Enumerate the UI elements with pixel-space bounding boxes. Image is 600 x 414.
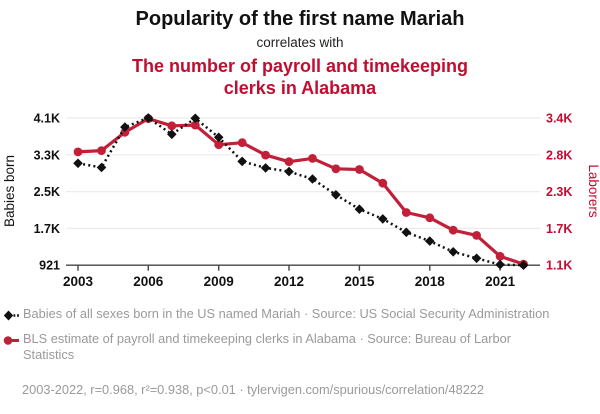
data-point-babies: [237, 156, 247, 167]
left-tick-label: 2.5K: [34, 185, 60, 199]
data-point-babies: [167, 129, 177, 140]
data-point-clerks: [97, 146, 106, 155]
data-point-clerks: [190, 120, 200, 130]
data-point-clerks: [167, 121, 177, 131]
data-point-clerks: [355, 165, 364, 174]
right-axis-title: Laborers: [586, 164, 600, 218]
data-point-clerks: [73, 147, 83, 157]
legend-item: BLS estimate of payroll and timekeeping …: [3, 331, 597, 363]
data-point-clerks: [261, 150, 270, 160]
data-point-babies: [307, 174, 318, 184]
title-sub: The number of payroll and timekeeping cl…: [131, 56, 469, 98]
x-tick-label: 2006: [133, 274, 164, 289]
left-tick-label: 921: [39, 259, 60, 273]
right-axis-labels: 3.4K 2.8K 2.3K 1.7K 1.1K Laborers: [546, 112, 600, 273]
title-block: Popularity of the first name Mariah corr…: [0, 0, 600, 99]
data-point-clerks: [308, 154, 317, 163]
data-point-clerks: [472, 231, 481, 240]
data-point-clerks: [401, 208, 411, 217]
data-point-babies: [401, 227, 412, 238]
data-point-babies: [331, 190, 341, 200]
title-connector: correlates with: [256, 35, 344, 50]
x-tick-label: 2003: [63, 274, 94, 289]
data-point-clerks: [237, 138, 247, 148]
data-point-clerks: [495, 251, 505, 261]
data-point-babies: [354, 204, 365, 214]
left-tick-label: 4.1K: [34, 112, 60, 126]
data-point-babies: [284, 166, 294, 177]
left-tick-label: 1.7K: [34, 222, 60, 236]
data-point-clerks: [331, 164, 341, 174]
right-tick-label: 1.1K: [546, 259, 572, 273]
data-point-babies: [143, 113, 154, 123]
page-title: Popularity of the first name Mariah: [135, 8, 465, 30]
legend-item: Babies of all sexes born in the US named…: [3, 306, 597, 322]
x-tick-label: 2018: [415, 274, 446, 289]
x-tick-label: 2015: [344, 274, 375, 289]
correlation-chart: 2003 2006 2009 2012 2015 2018 2021 4.1K 3.3K 2.5K…: [2, 112, 600, 290]
x-axis: 2003 2006 2009 2012 2015 2018 2021: [63, 264, 540, 289]
red-circle-solid-icon: [3, 336, 19, 345]
data-point-babies: [213, 132, 224, 143]
data-point-clerks: [284, 157, 294, 167]
data-point-clerks: [378, 178, 388, 188]
footer-stats: 2003-2022, r=0.968, r²=0.938, p<0.01 · t…: [22, 382, 485, 397]
legend: Babies of all sexes born in the US named…: [3, 306, 597, 372]
left-axis-title: Babies born: [2, 155, 17, 227]
data-point-clerks: [214, 140, 224, 150]
right-tick-label: 3.4K: [546, 112, 572, 126]
data-point-clerks: [425, 213, 435, 223]
data-point-babies: [471, 253, 482, 264]
legend-item-label: Babies of all sexes born in the US named…: [23, 306, 550, 321]
data-point-babies: [448, 247, 458, 257]
right-tick-label: 1.7K: [546, 222, 572, 236]
data-point-babies: [73, 158, 83, 169]
data-point-clerks: [448, 225, 458, 235]
left-axis-labels: 4.1K 3.3K 2.5K 1.7K 921 Babies born: [2, 112, 60, 273]
x-tick-label: 2012: [274, 274, 304, 289]
x-tick-label: 2009: [204, 274, 234, 289]
data-point-babies: [495, 259, 505, 270]
series-babies: [73, 113, 529, 270]
data-point-babies: [190, 113, 201, 124]
gridlines: [66, 117, 540, 229]
chart-area: 2003 2006 2009 2012 2015 2018 2021 4.1K 3.3K 2.5K…: [0, 100, 600, 296]
data-point-babies: [96, 162, 107, 173]
black-diamond-dotted-icon: [3, 310, 19, 321]
legend-item-label: BLS estimate of payroll and timekeeping …: [23, 331, 511, 362]
data-point-babies: [260, 163, 271, 173]
right-tick-label: 2.3K: [546, 185, 572, 199]
data-point-clerks: [120, 127, 130, 137]
data-point-babies: [378, 214, 388, 224]
data-point-babies: [518, 260, 529, 270]
data-point-babies: [424, 236, 435, 246]
x-tick-label: 2021: [485, 274, 516, 289]
right-tick-label: 2.8K: [546, 148, 572, 162]
left-tick-label: 3.3K: [34, 148, 60, 162]
